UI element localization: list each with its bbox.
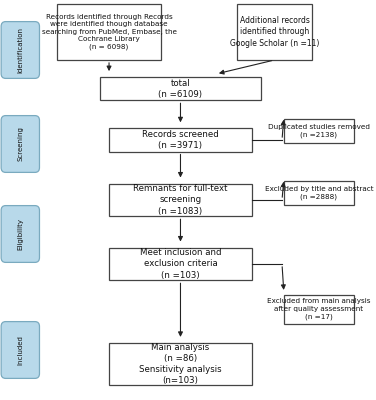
FancyBboxPatch shape [109, 128, 252, 152]
FancyBboxPatch shape [1, 206, 39, 262]
FancyBboxPatch shape [109, 184, 252, 216]
Text: Meet inclusion and
exclusion criteria
(n =103): Meet inclusion and exclusion criteria (n… [140, 248, 221, 280]
FancyBboxPatch shape [1, 116, 39, 172]
Text: Included: Included [17, 335, 23, 365]
FancyBboxPatch shape [237, 4, 312, 60]
FancyBboxPatch shape [284, 181, 354, 205]
Text: Identification: Identification [17, 27, 23, 73]
Text: Screening: Screening [17, 126, 23, 162]
Text: Additional records
identified through
Google Scholar (n =11): Additional records identified through Go… [230, 16, 319, 48]
Text: Records identified through Records
were identified though database
searching fro: Records identified through Records were … [41, 14, 177, 50]
FancyBboxPatch shape [1, 22, 39, 78]
FancyBboxPatch shape [100, 77, 261, 100]
FancyBboxPatch shape [1, 322, 39, 378]
Text: Excluded by title and abstract
(n =2888): Excluded by title and abstract (n =2888) [265, 186, 373, 200]
Text: Eligibility: Eligibility [17, 218, 23, 250]
FancyBboxPatch shape [284, 295, 354, 324]
Text: Duplicated studies removed
(n =2138): Duplicated studies removed (n =2138) [268, 124, 370, 138]
FancyBboxPatch shape [57, 4, 161, 60]
Text: Excluded from main analysis
after quality assessment
(n =17): Excluded from main analysis after qualit… [267, 298, 371, 320]
FancyBboxPatch shape [109, 248, 252, 280]
Text: Records screened
(n =3971): Records screened (n =3971) [142, 130, 219, 150]
Text: Main analysis
(n =86)
Sensitivity analysis
(n=103): Main analysis (n =86) Sensitivity analys… [139, 343, 222, 385]
Text: Remnants for full-text
screening
(n =1083): Remnants for full-text screening (n =108… [133, 184, 228, 216]
Text: total
(n =6109): total (n =6109) [158, 79, 203, 99]
FancyBboxPatch shape [109, 343, 252, 385]
FancyBboxPatch shape [284, 119, 354, 143]
